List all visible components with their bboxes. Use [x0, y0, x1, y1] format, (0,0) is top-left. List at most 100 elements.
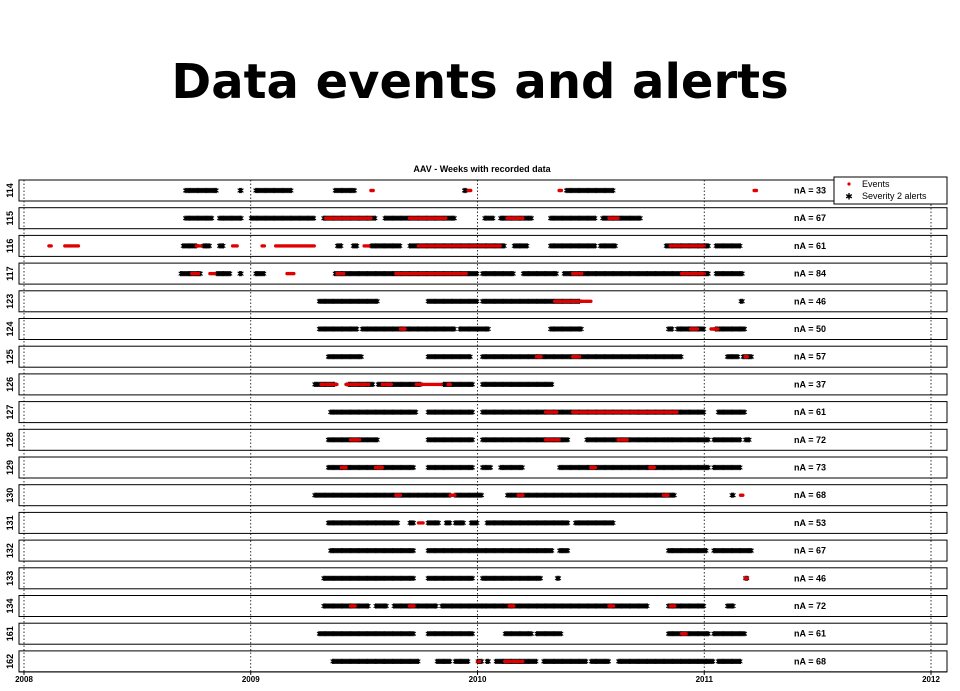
event-point	[403, 327, 407, 331]
event-segment	[260, 244, 267, 248]
alert-segment	[711, 548, 754, 554]
alert-markers	[498, 464, 525, 471]
event-point	[312, 244, 316, 248]
event-segment	[448, 493, 457, 497]
alert-markers	[359, 326, 457, 332]
alert-segment	[468, 520, 480, 526]
event-segment	[516, 493, 525, 497]
rows-layer: 114 nA = 33 115 nA = 67 116 nA = 61 117 nA = 84…	[5, 179, 948, 673]
event-point	[353, 604, 357, 608]
row-frame	[18, 428, 948, 451]
row-label: 129	[5, 460, 15, 475]
alert-segment	[325, 520, 401, 526]
event-segment	[319, 382, 339, 387]
row-label: 161	[5, 626, 15, 641]
alert-markers	[452, 492, 485, 498]
alert-segment	[729, 492, 736, 498]
event-segment	[407, 604, 416, 608]
alert-segment	[359, 326, 457, 332]
event-segment	[273, 244, 316, 248]
row-label: 116	[5, 239, 15, 254]
event-point	[366, 382, 371, 387]
alert-segment	[588, 658, 612, 664]
event-segment	[208, 271, 217, 276]
event-point	[398, 493, 403, 497]
alert-markers	[711, 631, 748, 637]
event-segment	[380, 382, 394, 387]
alert-markers	[452, 658, 471, 664]
alert-markers	[237, 187, 244, 194]
alert-segment	[479, 603, 650, 609]
row-label: 130	[5, 488, 15, 503]
event-segment	[743, 355, 750, 359]
row-na-count: nA = 73	[794, 463, 826, 473]
alert-segment	[547, 326, 584, 332]
event-point	[673, 604, 677, 608]
alert-markers	[557, 548, 571, 554]
alert-markers	[321, 603, 371, 609]
row-161: 161 nA = 61	[5, 622, 948, 645]
row-na-count: nA = 61	[794, 629, 826, 639]
row-na-count: nA = 61	[794, 407, 826, 417]
row-na-count: nA = 68	[794, 656, 826, 666]
event-segment	[552, 299, 593, 303]
alert-markers	[547, 215, 598, 221]
event-point	[611, 604, 616, 608]
event-segment	[607, 604, 616, 608]
row-label: 162	[5, 654, 15, 669]
row-label: 128	[5, 432, 15, 447]
alert-segment	[534, 631, 564, 637]
alert-segment	[484, 520, 571, 526]
row-frame	[18, 234, 948, 257]
row-127: 127 nA = 61	[5, 401, 948, 424]
row-126: 126 nA = 37	[5, 373, 948, 396]
event-segment	[348, 604, 357, 608]
alert-segment	[711, 464, 743, 471]
alert-segment	[452, 658, 471, 664]
row-frame	[18, 345, 948, 368]
alert-segment	[665, 548, 709, 554]
alert-markers	[434, 658, 453, 664]
alert-markers	[321, 575, 417, 581]
x-tick-label: 2009	[242, 675, 260, 684]
event-segment	[589, 465, 598, 470]
alert-markers	[248, 215, 317, 221]
event-point	[468, 188, 473, 193]
row-label: 133	[5, 571, 15, 586]
event-segment	[344, 382, 371, 387]
alert-segment	[325, 354, 364, 360]
row-128: 128 nA = 72	[5, 428, 948, 451]
row-label: 117	[5, 266, 15, 281]
alert-markers	[541, 658, 589, 664]
alert-markers	[325, 354, 364, 360]
row-115: 115 nA = 67	[5, 207, 948, 230]
row-na-count: nA = 46	[794, 296, 826, 306]
event-segment	[47, 244, 53, 248]
alert-segment	[557, 464, 711, 471]
alert-segment	[334, 243, 344, 249]
alert-segment	[321, 575, 417, 581]
legend-box	[833, 176, 948, 205]
alert-segment	[713, 271, 745, 277]
alert-markers	[711, 464, 743, 471]
event-segment	[394, 271, 468, 276]
alert-markers	[201, 243, 213, 249]
alert-segment	[502, 631, 535, 637]
alert-segment	[216, 215, 244, 221]
legend: Events ✱ Severity 2 alerts	[833, 176, 948, 205]
row-na-count: nA = 72	[794, 601, 826, 611]
alert-segment	[541, 658, 589, 664]
event-point	[512, 604, 516, 608]
row-131: 131 nA = 53	[5, 511, 948, 534]
alert-markers	[443, 520, 453, 526]
event-point	[616, 216, 620, 220]
row-114: 114 nA = 33	[5, 179, 948, 202]
alert-markers	[479, 464, 494, 471]
alert-segment	[425, 520, 442, 526]
row-label: 125	[5, 349, 15, 364]
row-label: 115	[5, 211, 15, 226]
row-label: 124	[5, 321, 15, 336]
event-segment	[63, 244, 81, 248]
row-123: 123 nA = 46	[5, 290, 948, 313]
